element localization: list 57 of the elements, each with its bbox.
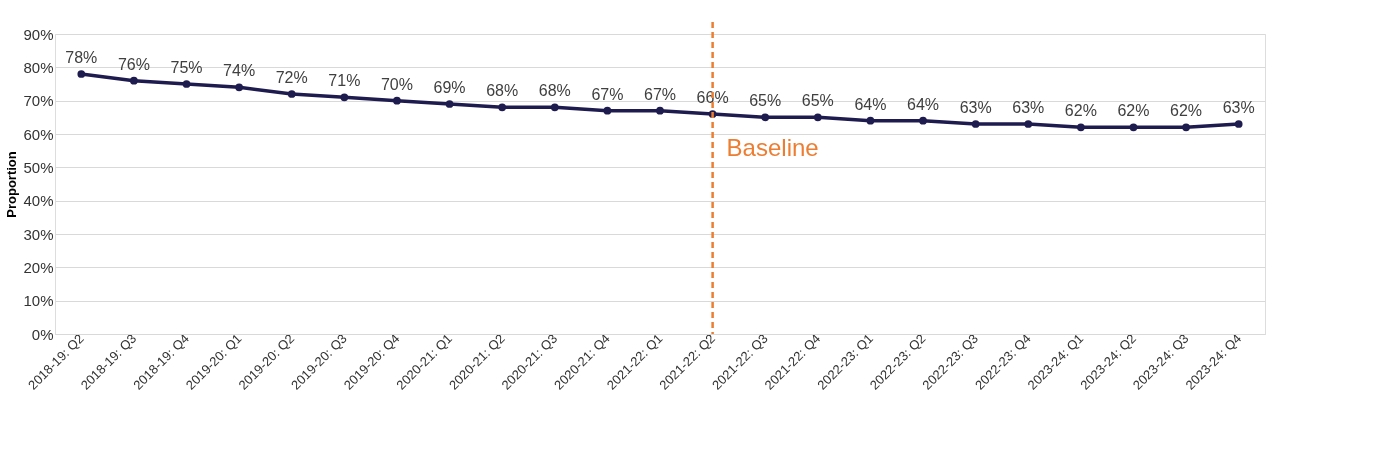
data-label: 68% — [538, 82, 571, 100]
data-label: 65% — [749, 92, 782, 110]
data-label: 63% — [1222, 99, 1255, 116]
point — [603, 106, 612, 115]
point — [971, 120, 980, 128]
y-tick-label: 20% — [23, 258, 54, 276]
data-label: 64% — [907, 95, 940, 113]
point — [1129, 123, 1138, 132]
y-tick-label: 0% — [31, 325, 54, 343]
data-label: 72% — [275, 69, 308, 86]
y-tick-label: 10% — [23, 292, 54, 310]
point — [550, 103, 559, 112]
data-label: 62% — [1064, 102, 1097, 120]
point — [182, 80, 191, 88]
y-tick-label: 30% — [23, 225, 54, 243]
data-label: 75% — [170, 59, 203, 76]
point — [866, 116, 875, 125]
data-label: 65% — [801, 92, 834, 110]
data-label: 67% — [591, 85, 624, 103]
point — [813, 113, 822, 122]
data-label: 62% — [1117, 102, 1150, 120]
point — [340, 93, 349, 102]
point — [287, 90, 296, 98]
data-label: 78% — [65, 49, 98, 66]
y-tick-label: 60% — [23, 125, 54, 143]
y-tick-label: 50% — [23, 158, 54, 176]
data-label: 71% — [328, 72, 361, 90]
data-label: 76% — [117, 55, 150, 73]
data-label: 64% — [854, 95, 887, 113]
data-label: 68% — [486, 82, 519, 100]
point — [1182, 123, 1190, 132]
data-label: 74% — [223, 62, 256, 80]
point — [1077, 123, 1085, 132]
point — [445, 100, 454, 108]
point — [656, 106, 664, 115]
data-label: 70% — [380, 75, 413, 93]
point — [393, 96, 401, 105]
point — [761, 113, 770, 122]
y-axis-title: Proportion — [4, 151, 20, 218]
data-label: 63% — [1012, 99, 1045, 116]
data-label: 69% — [433, 79, 466, 96]
ref-line-label: Baseline — [726, 134, 819, 161]
y-tick-label: 70% — [23, 92, 54, 110]
y-tick-label: 80% — [23, 58, 54, 76]
point — [919, 116, 927, 125]
data-label: 67% — [643, 85, 677, 103]
point — [498, 103, 507, 112]
point — [1024, 120, 1033, 128]
data-label: 63% — [959, 99, 992, 116]
point — [1234, 120, 1243, 128]
data-label: 66% — [696, 89, 729, 106]
point — [77, 70, 86, 78]
point — [235, 83, 243, 92]
point — [130, 76, 138, 85]
data-label: 62% — [1170, 102, 1203, 120]
y-tick-label: 90% — [23, 25, 54, 43]
y-tick-label: 40% — [23, 192, 54, 210]
